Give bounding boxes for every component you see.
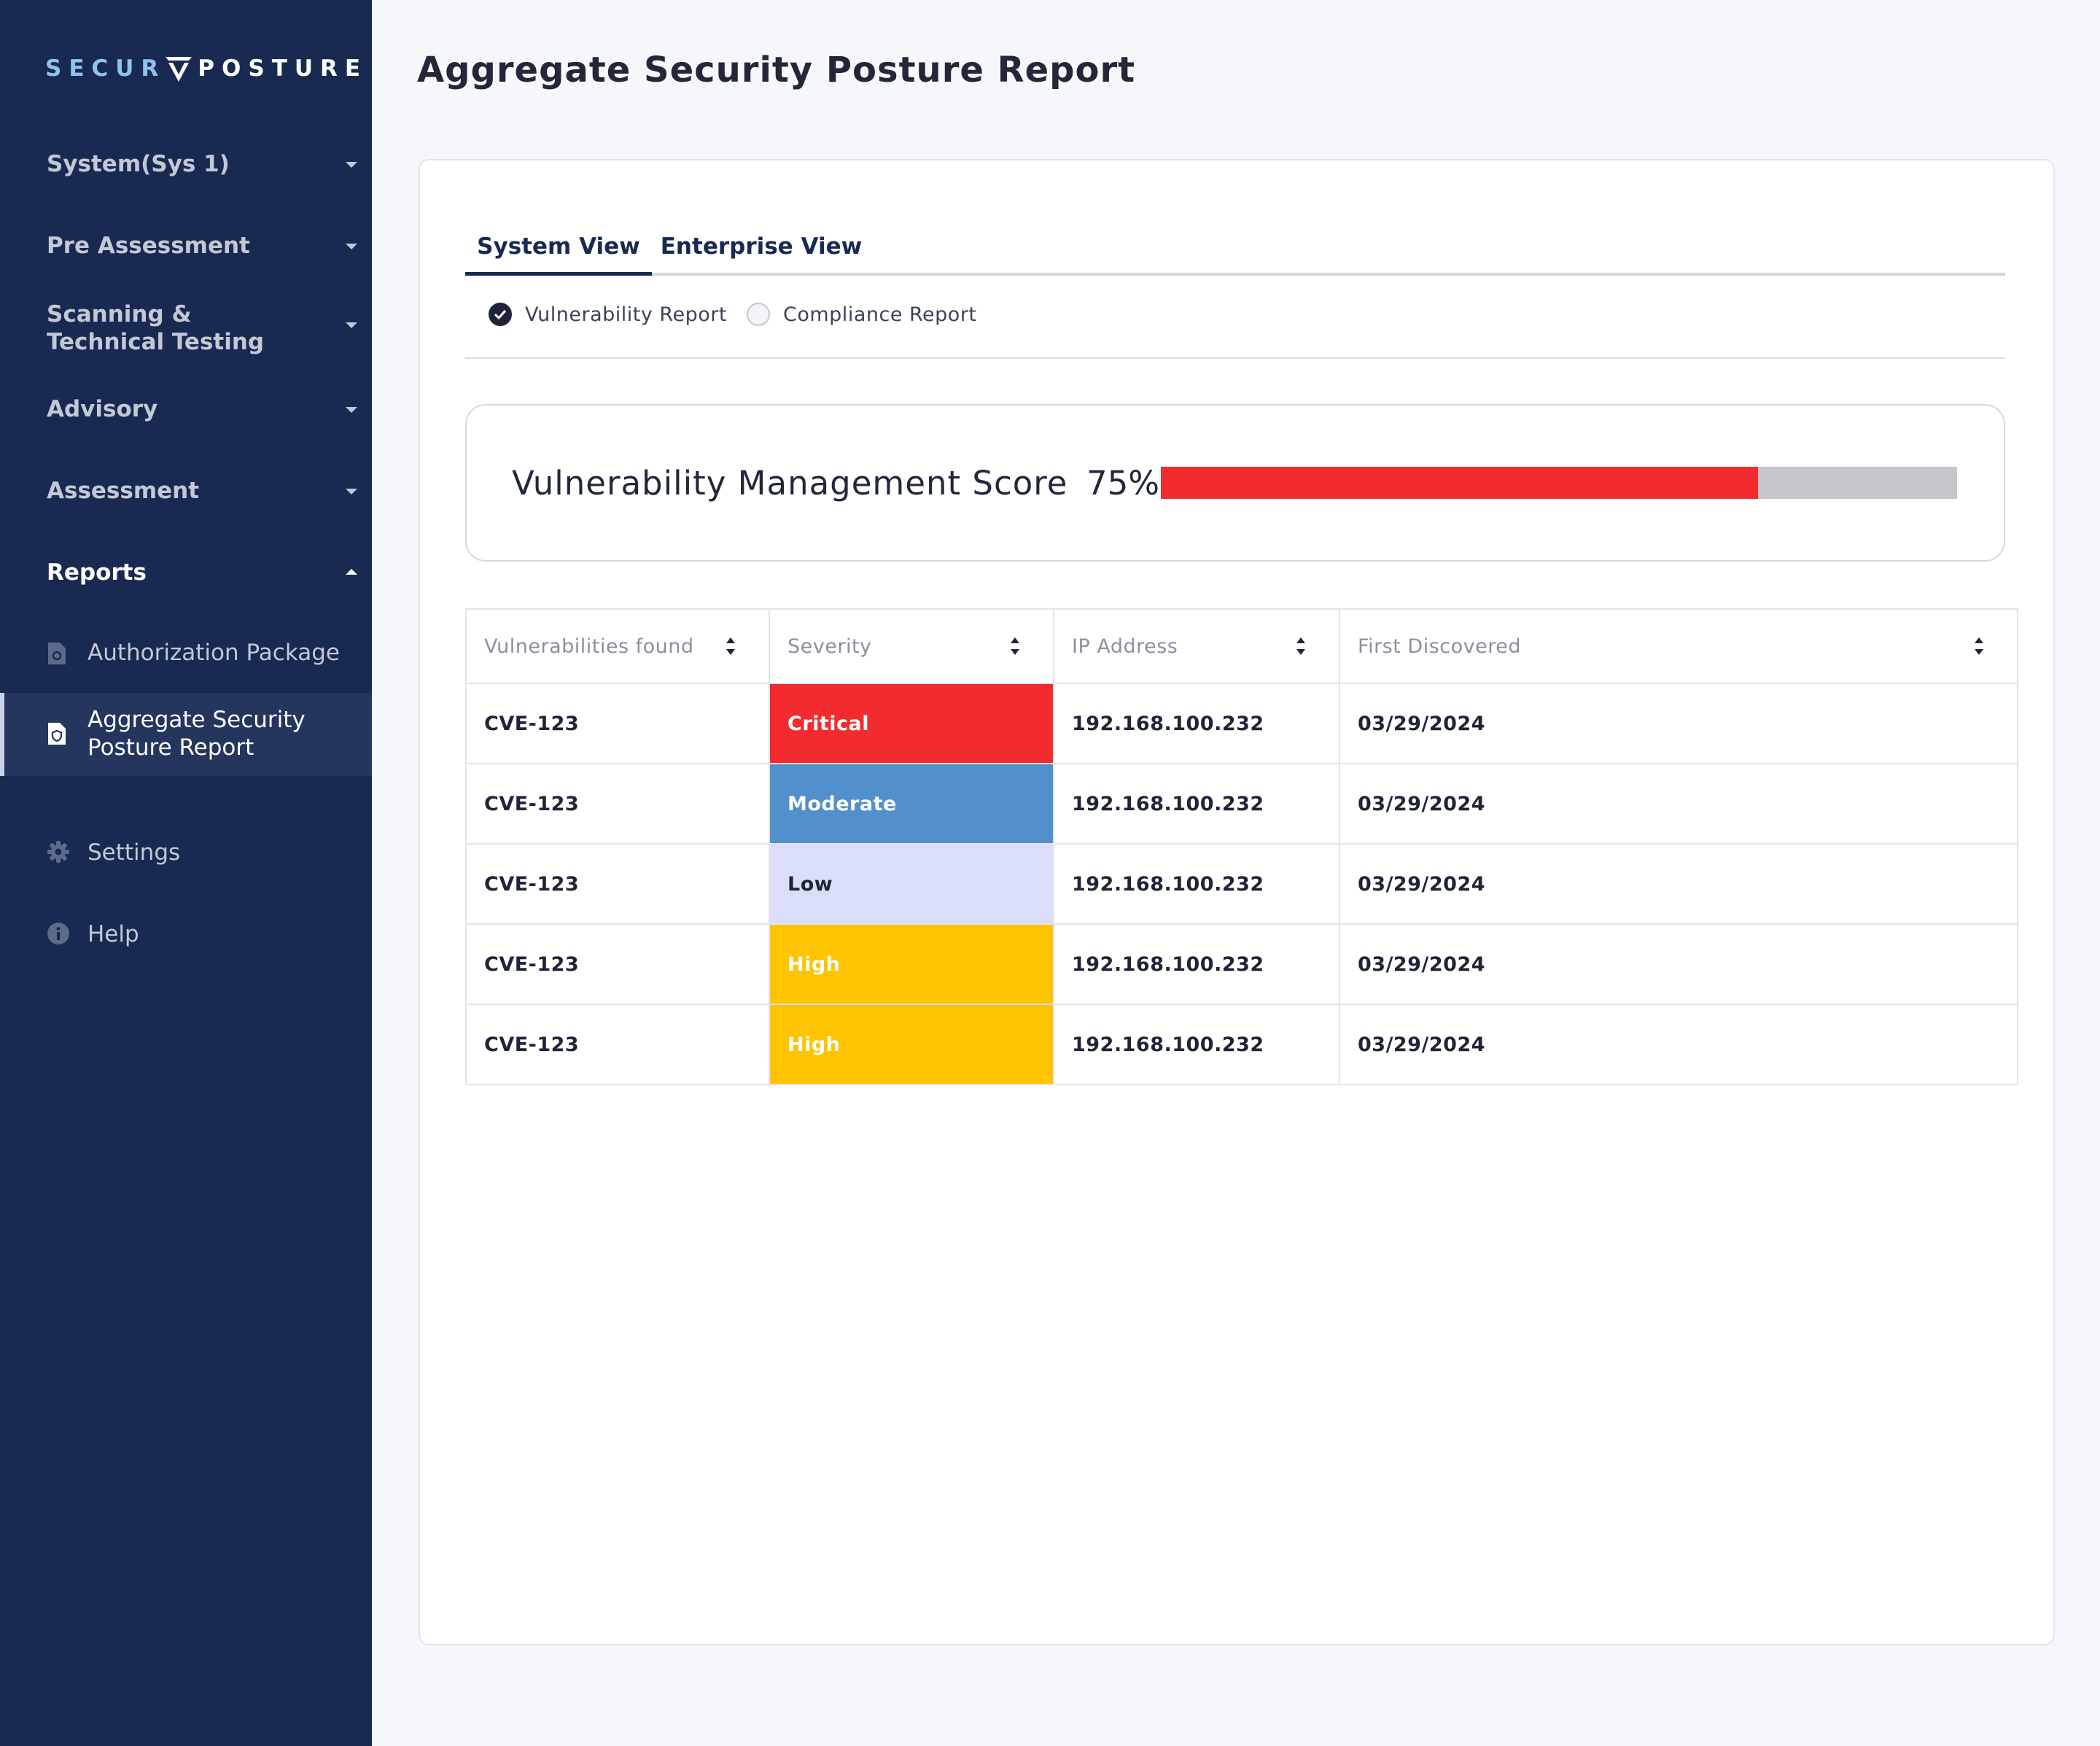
sidebar-group-label: System(Sys 1) — [47, 151, 230, 177]
cve-cell: CVE-123 — [465, 763, 770, 845]
column-header-label: Vulnerabilities found — [484, 635, 694, 658]
date-cell: 03/29/2024 — [1339, 683, 2018, 764]
column-header-vulnerabilities[interactable]: Vulnerabilities found — [465, 608, 770, 684]
tab-system-view[interactable]: System View — [465, 219, 652, 276]
score-label: Vulnerability Management Score — [512, 464, 1068, 503]
date-cell: 03/29/2024 — [1339, 843, 2018, 925]
brand-logo-part2: POSTURE — [198, 55, 368, 82]
severity-badge: Low — [769, 843, 1054, 925]
sidebar-group-pre-assessment[interactable]: Pre Assessment — [0, 232, 372, 261]
sidebar-item-aggregate-report[interactable]: Aggregate Security Posture Report — [0, 693, 372, 776]
sidebar-item-label: Settings — [88, 839, 181, 866]
page-title: Aggregate Security Posture Report — [417, 50, 1136, 90]
severity-badge: Moderate — [769, 763, 1054, 845]
table-row[interactable]: CVE-123 Critical 192.168.100.232 03/29/2… — [465, 683, 2018, 764]
table-header-row: Vulnerabilities found Severity IP Addres… — [465, 608, 2018, 684]
chevron-down-icon — [346, 489, 357, 494]
column-header-label: IP Address — [1072, 635, 1178, 658]
ip-cell: 192.168.100.232 — [1053, 923, 1340, 1005]
sort-icon[interactable] — [726, 637, 735, 655]
sidebar-group-scanning[interactable]: Scanning & Technical Testing — [0, 300, 372, 359]
ip-cell: 192.168.100.232 — [1053, 843, 1340, 925]
column-header-label: First Discovered — [1358, 635, 1521, 658]
vulnerabilities-table: Vulnerabilities found Severity IP Addres… — [465, 608, 2018, 1085]
sidebar-item-label: Authorization Package — [88, 640, 340, 666]
brand-logo[interactable]: SECUR POSTURE — [45, 54, 368, 83]
severity-badge: Critical — [769, 683, 1054, 764]
sidebar-group-label: Pre Assessment — [47, 233, 250, 259]
tab-enterprise-view[interactable]: Enterprise View — [660, 233, 863, 260]
vulnerability-score-panel: Vulnerability Management Score 75% — [465, 404, 2005, 562]
sidebar-group-label: Reports — [47, 559, 147, 586]
ip-cell: 192.168.100.232 — [1053, 763, 1340, 845]
chevron-down-icon — [346, 162, 357, 168]
sidebar-item-label: Help — [88, 921, 139, 947]
cve-cell: CVE-123 — [465, 1004, 770, 1085]
chevron-down-icon — [346, 322, 357, 328]
brand-logo-part1: SECUR — [45, 55, 166, 82]
table-row[interactable]: CVE-123 High 192.168.100.232 03/29/2024 — [465, 923, 2018, 1005]
sidebar-group-advisory[interactable]: Advisory — [0, 395, 372, 424]
score-percent: 75% — [1086, 464, 1160, 503]
table-row[interactable]: CVE-123 Moderate 192.168.100.232 03/29/2… — [465, 763, 2018, 845]
ip-cell: 192.168.100.232 — [1053, 1004, 1340, 1085]
sort-icon[interactable] — [1296, 637, 1305, 655]
info-icon — [47, 922, 70, 951]
table-row[interactable]: CVE-123 High 192.168.100.232 03/29/2024 — [465, 1004, 2018, 1085]
ip-cell: 192.168.100.232 — [1053, 683, 1340, 764]
sidebar-group-label: Scanning & Technical Testing — [47, 301, 265, 355]
document-icon — [47, 642, 67, 671]
sidebar-item-help[interactable]: Help — [0, 920, 372, 950]
sidebar-item-settings[interactable]: Settings — [0, 839, 372, 868]
sidebar: SECUR POSTURE System(Sys 1) Pre Assessme… — [0, 0, 372, 1746]
sidebar-item-authorization-package[interactable]: Authorization Package — [0, 639, 372, 668]
sidebar-group-label: Assessment — [47, 478, 200, 504]
column-header-ip-address[interactable]: IP Address — [1053, 608, 1340, 684]
sidebar-group-label: Advisory — [47, 396, 158, 422]
radio-compliance-report[interactable]: Compliance Report — [747, 296, 977, 333]
cve-cell: CVE-123 — [465, 683, 770, 764]
gear-icon — [47, 840, 70, 869]
severity-badge: High — [769, 923, 1054, 1005]
table-row[interactable]: CVE-123 Low 192.168.100.232 03/29/2024 — [465, 843, 2018, 925]
cve-cell: CVE-123 — [465, 923, 770, 1005]
sidebar-group-system[interactable]: System(Sys 1) — [0, 150, 372, 179]
score-progress-fill — [1161, 467, 1758, 499]
radio-circle-icon — [747, 303, 770, 326]
chevron-down-icon — [346, 244, 357, 249]
chevron-down-icon — [346, 407, 357, 413]
sidebar-item-label: Aggregate Security Posture Report — [88, 707, 306, 761]
sort-icon[interactable] — [1011, 637, 1019, 655]
cve-cell: CVE-123 — [465, 843, 770, 925]
column-header-severity[interactable]: Severity — [769, 608, 1054, 684]
date-cell: 03/29/2024 — [1339, 1004, 2018, 1085]
score-progress-bar — [1161, 467, 1957, 499]
logo-mark-icon — [166, 57, 192, 82]
sidebar-group-assessment[interactable]: Assessment — [0, 477, 372, 506]
severity-badge: High — [769, 1004, 1054, 1085]
sort-icon[interactable] — [1975, 637, 1983, 655]
report-card: System View Enterprise View Vulnerabilit… — [419, 159, 2055, 1645]
date-cell: 03/29/2024 — [1339, 923, 2018, 1005]
date-cell: 03/29/2024 — [1339, 763, 2018, 845]
radio-vulnerability-report[interactable]: Vulnerability Report — [489, 296, 727, 333]
radio-label: Compliance Report — [783, 303, 977, 326]
document-shield-icon — [47, 722, 67, 751]
check-circle-icon — [489, 303, 512, 326]
column-header-label: Severity — [788, 635, 872, 658]
sidebar-group-reports[interactable]: Reports — [0, 559, 372, 588]
chevron-up-icon — [346, 569, 357, 575]
radio-label: Vulnerability Report — [525, 303, 727, 326]
column-header-first-discovered[interactable]: First Discovered — [1339, 608, 2018, 684]
view-tabs: System View Enterprise View — [465, 219, 2005, 276]
report-type-selector: Vulnerability Report Compliance Report — [465, 296, 2005, 359]
